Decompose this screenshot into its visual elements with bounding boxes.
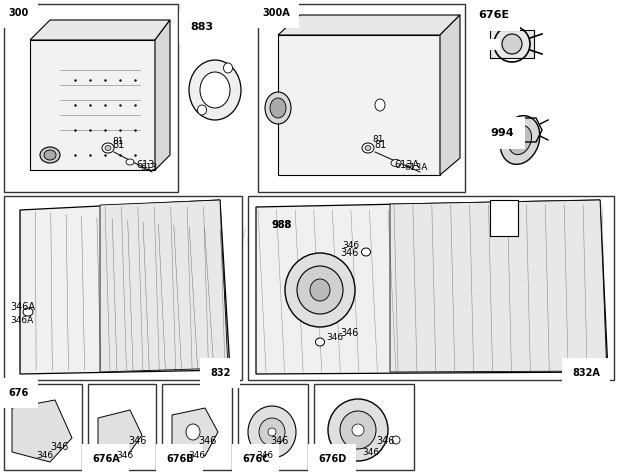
Text: 300: 300: [8, 8, 29, 18]
Polygon shape: [30, 20, 170, 40]
Ellipse shape: [352, 424, 364, 436]
Bar: [238, 384, 308, 470]
Ellipse shape: [310, 279, 330, 301]
Ellipse shape: [502, 34, 522, 54]
Polygon shape: [155, 20, 170, 170]
Text: 346A: 346A: [10, 316, 33, 325]
Text: 346: 346: [362, 448, 379, 457]
Polygon shape: [20, 200, 230, 374]
Ellipse shape: [316, 338, 324, 346]
Polygon shape: [440, 15, 460, 175]
Text: 832: 832: [210, 368, 231, 378]
Ellipse shape: [259, 418, 285, 446]
Ellipse shape: [270, 98, 286, 118]
Text: 346: 346: [188, 451, 205, 460]
Text: 676D: 676D: [318, 454, 346, 464]
Text: 81: 81: [372, 135, 384, 144]
Bar: [162, 384, 232, 470]
Ellipse shape: [223, 63, 232, 73]
Text: 346: 346: [198, 436, 216, 446]
Text: 883: 883: [190, 22, 213, 32]
Ellipse shape: [23, 308, 33, 316]
Polygon shape: [390, 200, 607, 372]
Bar: [314, 384, 414, 470]
Ellipse shape: [362, 143, 374, 153]
Bar: [248, 196, 614, 380]
Text: 613A: 613A: [404, 163, 427, 172]
Ellipse shape: [126, 159, 134, 165]
Polygon shape: [278, 15, 460, 35]
Polygon shape: [256, 200, 608, 374]
Ellipse shape: [200, 72, 230, 108]
Ellipse shape: [105, 145, 111, 151]
Text: 676C: 676C: [242, 454, 270, 464]
Ellipse shape: [198, 105, 206, 115]
Text: 988: 988: [272, 220, 293, 230]
Bar: [258, 4, 465, 192]
Ellipse shape: [189, 60, 241, 120]
Text: 994: 994: [490, 128, 513, 138]
Ellipse shape: [285, 253, 355, 327]
Text: 613: 613: [136, 160, 154, 170]
Ellipse shape: [268, 428, 276, 436]
Text: 346: 346: [256, 451, 273, 460]
Ellipse shape: [361, 248, 371, 256]
Text: 346: 346: [128, 436, 146, 446]
Bar: [88, 384, 156, 470]
Text: 81: 81: [112, 140, 124, 150]
Text: 346: 346: [36, 451, 53, 460]
Ellipse shape: [340, 411, 376, 449]
Ellipse shape: [391, 160, 401, 167]
Bar: [4, 4, 178, 192]
Ellipse shape: [248, 406, 296, 458]
Bar: [4, 384, 82, 470]
Polygon shape: [490, 30, 534, 58]
Text: 346: 346: [376, 436, 394, 446]
Text: 346: 346: [116, 451, 133, 460]
Text: 300A: 300A: [262, 8, 290, 18]
Ellipse shape: [392, 436, 400, 444]
Ellipse shape: [365, 145, 371, 151]
Ellipse shape: [265, 92, 291, 124]
Text: 346: 346: [270, 436, 288, 446]
Text: 81: 81: [374, 140, 386, 150]
Text: 613: 613: [140, 163, 157, 172]
Text: 346: 346: [340, 328, 358, 338]
Text: 988: 988: [272, 220, 290, 230]
Text: 346A: 346A: [10, 302, 35, 312]
Polygon shape: [98, 410, 142, 455]
Ellipse shape: [297, 266, 343, 314]
Polygon shape: [278, 35, 440, 175]
Text: 81: 81: [112, 137, 123, 146]
Polygon shape: [30, 40, 155, 170]
Ellipse shape: [102, 143, 114, 153]
Text: 676: 676: [8, 388, 29, 398]
Text: 346: 346: [340, 248, 358, 258]
Ellipse shape: [186, 424, 200, 440]
Text: 676B: 676B: [166, 454, 193, 464]
Ellipse shape: [375, 99, 385, 111]
Ellipse shape: [500, 115, 540, 164]
Text: 676A: 676A: [92, 454, 120, 464]
Ellipse shape: [508, 125, 531, 154]
Text: eReplacementParts.com: eReplacementParts.com: [191, 228, 429, 247]
Ellipse shape: [40, 147, 60, 163]
Text: 613A: 613A: [394, 160, 419, 170]
Text: 676E: 676E: [478, 10, 509, 20]
Text: 346: 346: [342, 241, 359, 250]
Polygon shape: [100, 200, 228, 372]
Ellipse shape: [44, 150, 56, 160]
Polygon shape: [172, 408, 218, 456]
Bar: [4, 196, 242, 380]
Polygon shape: [12, 400, 72, 462]
Bar: [490, 200, 518, 236]
Text: 346: 346: [326, 333, 343, 342]
Text: 832A: 832A: [572, 368, 600, 378]
Text: 346: 346: [50, 442, 68, 452]
Ellipse shape: [328, 399, 388, 461]
